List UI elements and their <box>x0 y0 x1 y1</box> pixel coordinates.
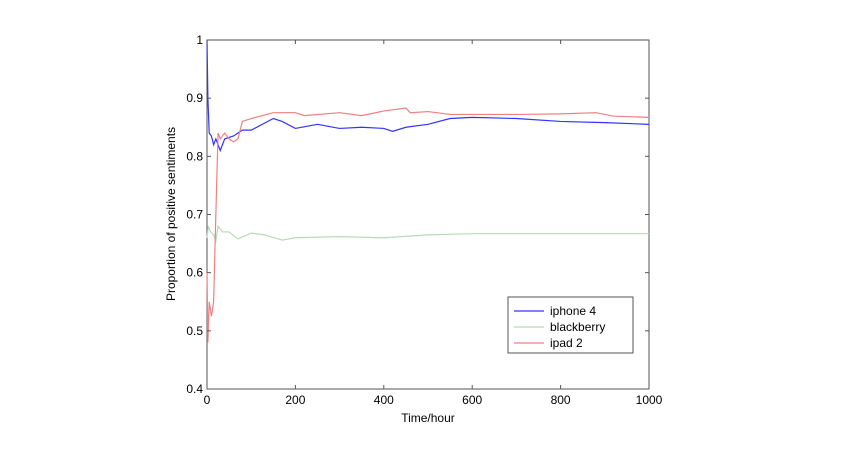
y-tick-label: 0.5 <box>186 324 203 338</box>
legend-label: ipad 2 <box>550 336 583 350</box>
series-line-ipad-2 <box>206 107 650 343</box>
y-tick-label: 0.7 <box>186 208 203 222</box>
y-tick-label: 0.8 <box>186 149 203 163</box>
legend-box <box>507 296 634 354</box>
x-tick-label: 0 <box>204 393 211 407</box>
legend-label: iphone 4 <box>550 304 596 318</box>
x-tick-label: 400 <box>374 393 394 407</box>
ticks-layer: 0 200 400 600 800 1000 0.4 0.5 0.6 0.7 0.8 0.9 1 <box>186 33 662 407</box>
series-line-blackberry <box>206 224 649 244</box>
x-axis-label: Time/hour <box>401 411 455 425</box>
y-tick-label: 0.9 <box>186 91 203 105</box>
x-tick-label: 200 <box>285 393 305 407</box>
legend-label: blackberry <box>550 320 605 334</box>
series-layer <box>206 39 650 343</box>
y-tick-label: 1 <box>196 33 203 47</box>
x-tick-label: 1000 <box>636 393 663 407</box>
x-tick-label: 600 <box>462 393 482 407</box>
y-axis-label: Proportion of positive sentiments <box>164 127 178 301</box>
y-tick-label: 0.6 <box>186 266 203 280</box>
legend: iphone 4 blackberry ipad 2 <box>507 296 634 354</box>
series-line-iphone-4 <box>206 39 650 153</box>
x-tick-label: 800 <box>551 393 571 407</box>
y-tick-label: 0.4 <box>186 382 203 396</box>
